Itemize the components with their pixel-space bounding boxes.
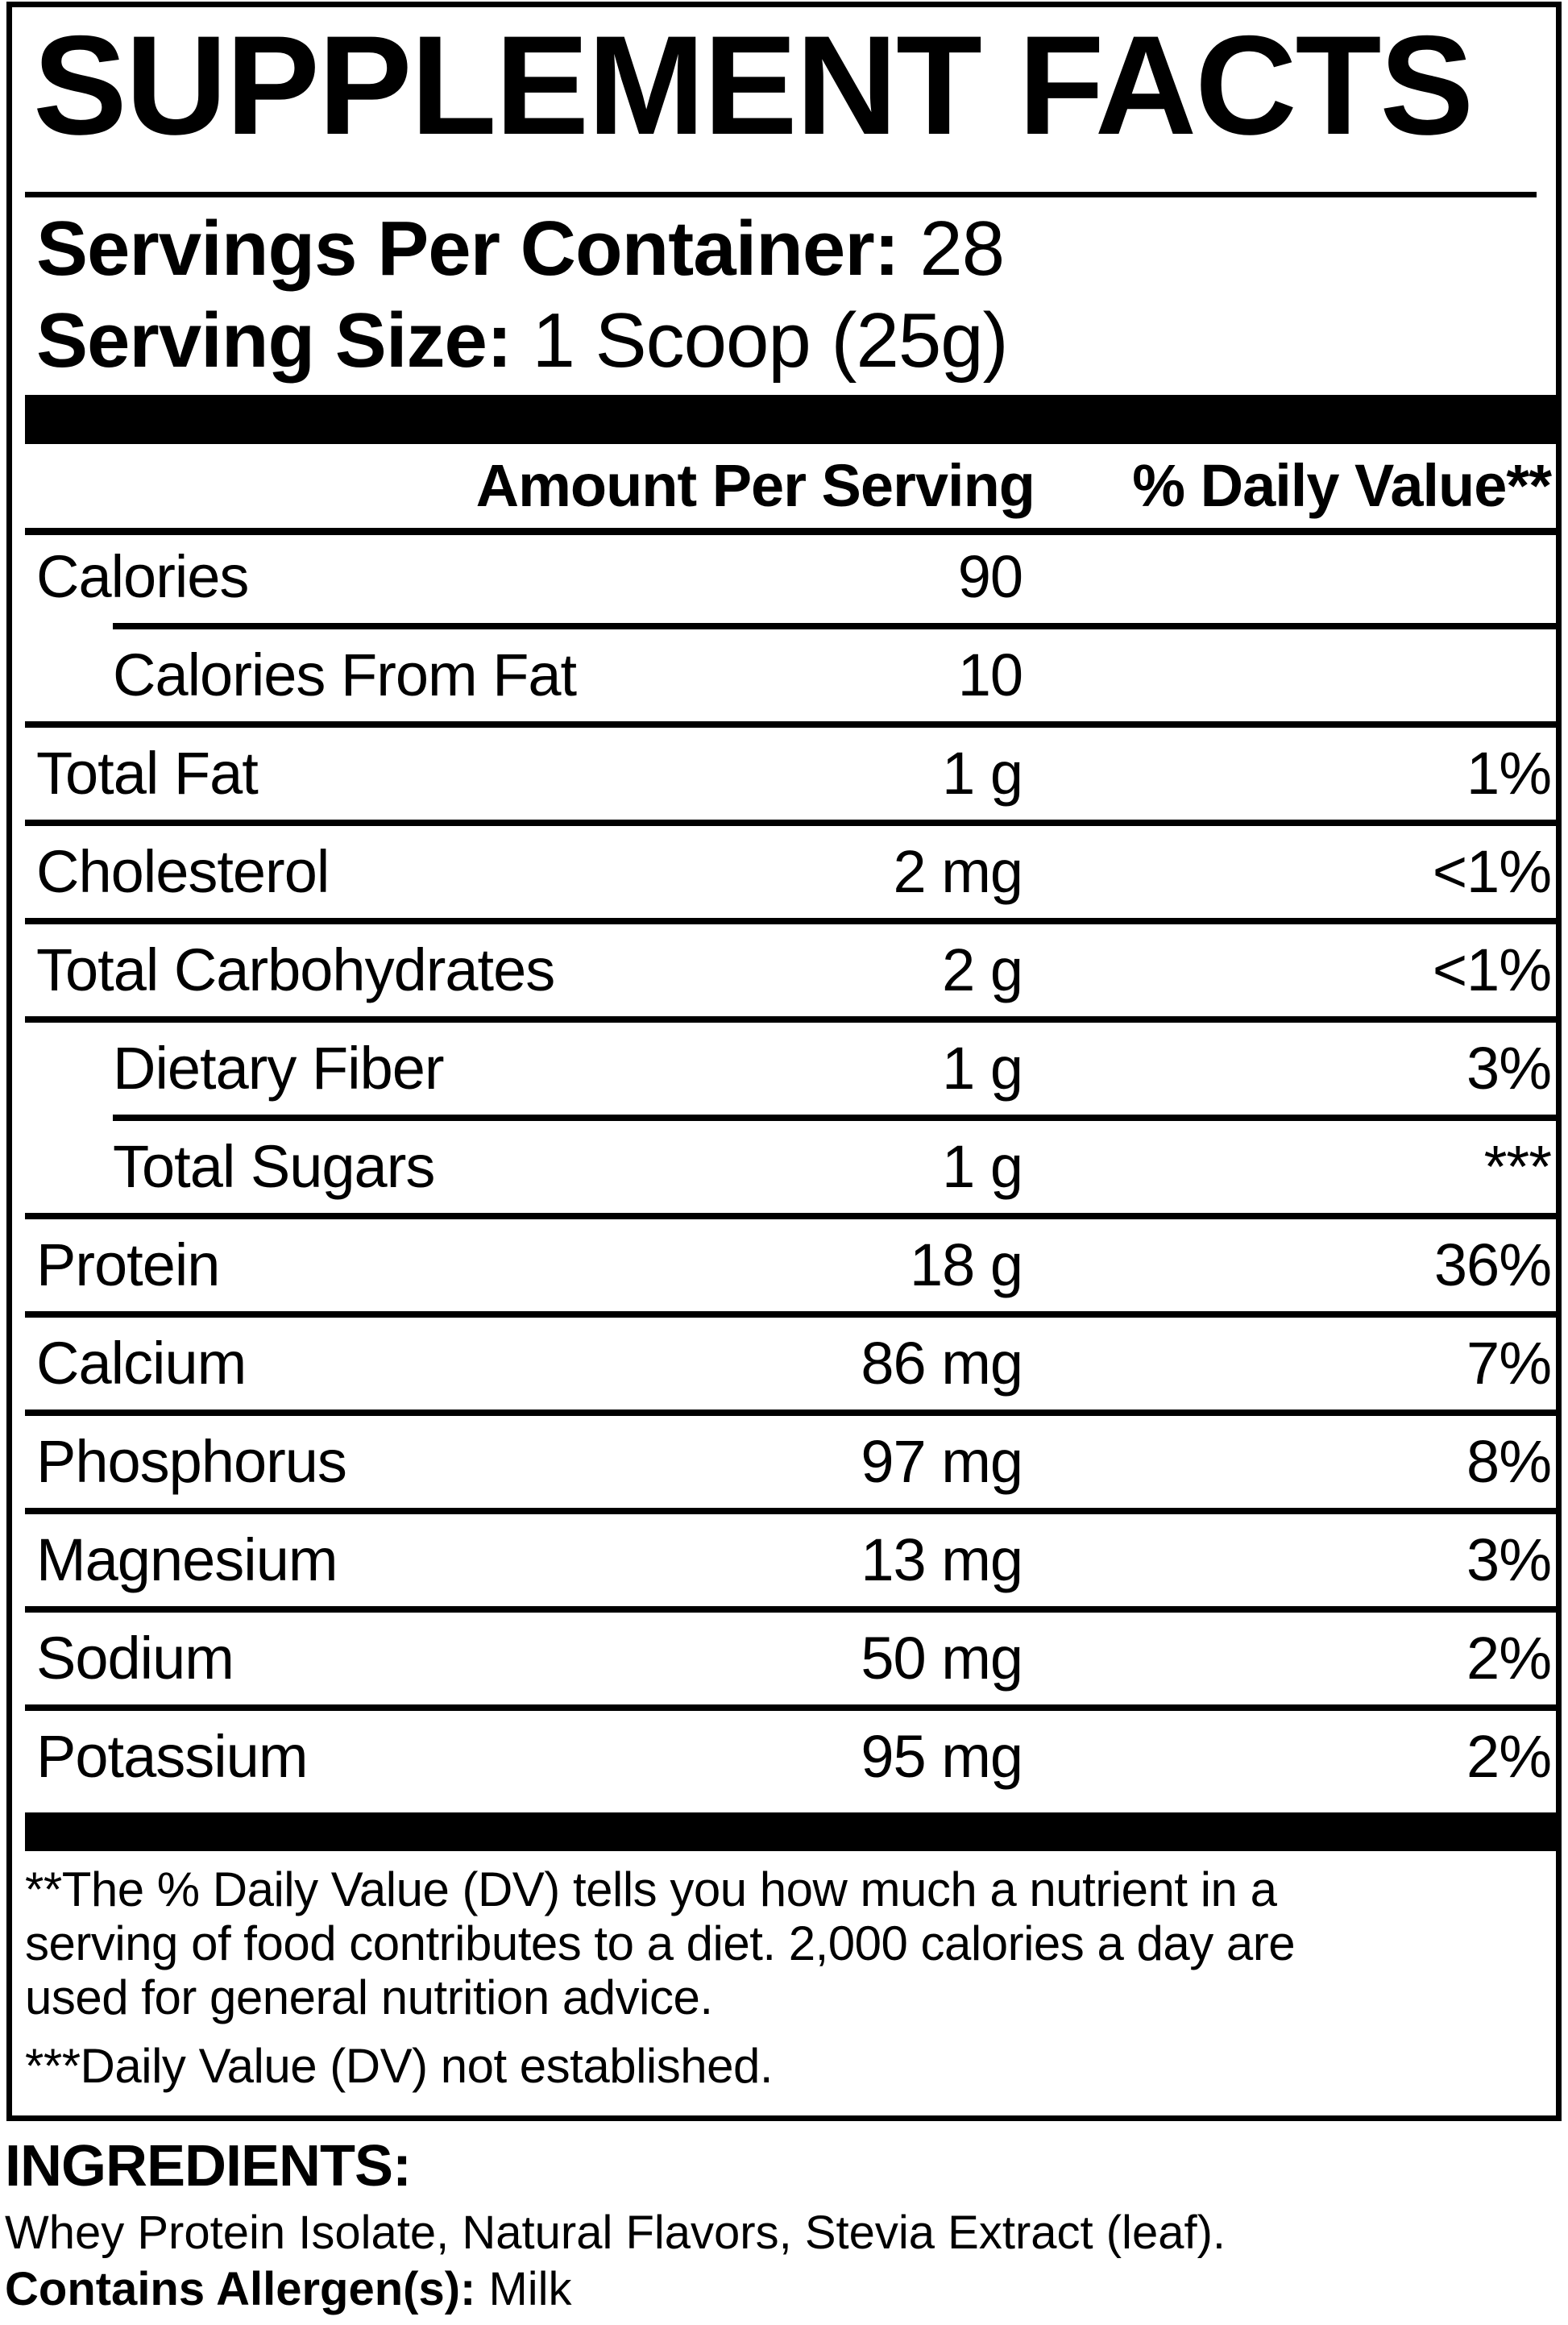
- row-separator: [113, 1115, 1556, 1121]
- footnotes: **The % Daily Value (DV) tells you how m…: [25, 1862, 1548, 2093]
- nutrient-name: Potassium: [36, 1723, 308, 1790]
- row-separator: [25, 1213, 1556, 1219]
- nutrient-name: Total Carbohydrates: [36, 936, 555, 1003]
- row-separator: [25, 1606, 1556, 1613]
- nutrient-row: Cholesterol 2 mg <1%: [12, 823, 1556, 921]
- nutrient-row: Sodium 50 mg 2%: [12, 1609, 1556, 1708]
- nutrient-amount: 95 mg: [861, 1723, 1023, 1790]
- nutrient-amount: 2 g: [942, 936, 1023, 1003]
- row-separator: [25, 820, 1556, 826]
- row-separator: [25, 918, 1556, 924]
- nutrient-row: Dietary Fiber 1 g 3%: [12, 1019, 1556, 1118]
- nutrient-dv: <1%: [1432, 838, 1552, 905]
- nutrient-dv: 36%: [1433, 1231, 1552, 1298]
- row-separator: [25, 1508, 1556, 1514]
- nutrient-amount: 97 mg: [861, 1428, 1023, 1495]
- nutrient-name: Protein: [36, 1231, 220, 1298]
- title-divider: [25, 192, 1537, 197]
- nutrient-dv: 3%: [1466, 1526, 1552, 1593]
- nutrient-name: Sodium: [36, 1625, 234, 1692]
- nutrient-row: Phosphorus 97 mg 8%: [12, 1413, 1556, 1511]
- allergen-value: Milk: [488, 2263, 572, 2315]
- row-separator: [25, 1016, 1556, 1023]
- nutrient-row: Magnesium 13 mg 3%: [12, 1511, 1556, 1609]
- nutrient-dv: 3%: [1466, 1035, 1552, 1102]
- ingredients-list: Whey Protein Isolate, Natural Flavors, S…: [5, 2207, 1226, 2259]
- facts-panel: SUPPLEMENT FACTS Servings Per Container:…: [6, 2, 1562, 2121]
- daily-value-footnote: **The % Daily Value (DV) tells you how m…: [25, 1862, 1296, 2024]
- nutrient-name: Cholesterol: [36, 838, 330, 905]
- servings-value: 28: [919, 206, 1005, 292]
- nutrient-name: Total Sugars: [113, 1133, 435, 1200]
- separator-bar-bottom: [25, 1812, 1556, 1851]
- allergen-line: Contains Allergen(s): Milk: [5, 2266, 572, 2313]
- row-separator: [25, 1410, 1556, 1416]
- serving-size-value: 1 Scoop (25g): [532, 297, 1009, 384]
- serving-size-label: Serving Size:: [36, 297, 512, 384]
- row-separator: [25, 1311, 1556, 1318]
- ingredients-title: INGREDIENTS:: [5, 2134, 412, 2198]
- nutrient-amount: 50 mg: [861, 1625, 1023, 1692]
- nutrient-dv: 7%: [1466, 1330, 1552, 1397]
- nutrient-name: Dietary Fiber: [113, 1035, 445, 1102]
- nutrient-amount: 10: [957, 641, 1023, 708]
- nutrient-dv: <1%: [1432, 936, 1552, 1003]
- nutrient-amount: 13 mg: [861, 1526, 1023, 1593]
- nutrient-amount: 18 g: [909, 1231, 1023, 1298]
- nutrient-name: Magnesium: [36, 1526, 338, 1593]
- nutrient-row: Total Carbohydrates 2 g <1%: [12, 921, 1556, 1019]
- nutrient-amount: 2 mg: [893, 838, 1023, 905]
- nutrient-row: Calories 90: [12, 528, 1556, 626]
- daily-value-header: % Daily Value**: [1132, 452, 1552, 519]
- nutrient-dv: 8%: [1466, 1428, 1552, 1495]
- row-separator: [25, 721, 1556, 728]
- serving-size-line: Serving Size: 1 Scoop (25g): [36, 302, 1009, 380]
- nutrient-amount: 1 g: [942, 740, 1023, 807]
- nutrient-amount: 1 g: [942, 1035, 1023, 1102]
- nutrient-name: Phosphorus: [36, 1428, 347, 1495]
- nutrient-dv: 1%: [1466, 740, 1552, 807]
- column-header-row: Amount Per Serving % Daily Value**: [12, 449, 1556, 523]
- row-separator: [113, 623, 1556, 629]
- servings-label: Servings Per Container:: [36, 206, 900, 292]
- panel-title: SUPPLEMENT FACTS: [33, 7, 1474, 164]
- nutrient-dv: 2%: [1466, 1723, 1552, 1790]
- allergen-label: Contains Allergen(s):: [5, 2263, 476, 2315]
- nutrient-name: Calories From Fat: [113, 641, 577, 708]
- nutrient-name: Total Fat: [36, 740, 259, 807]
- nutrient-amount: 1 g: [942, 1133, 1023, 1200]
- amount-per-serving-header: Amount Per Serving: [475, 452, 1035, 519]
- nutrient-row: Potassium 95 mg 2%: [12, 1708, 1556, 1806]
- nutrient-row: Calcium 86 mg 7%: [12, 1314, 1556, 1413]
- not-established-footnote: ***Daily Value (DV) not established.: [25, 2039, 774, 2093]
- nutrient-row: Protein 18 g 36%: [12, 1216, 1556, 1314]
- nutrient-row: Total Sugars 1 g ***: [12, 1118, 1556, 1216]
- servings-per-container-line: Servings Per Container: 28: [36, 210, 1005, 288]
- nutrient-amount: 86 mg: [861, 1330, 1023, 1397]
- nutrient-name: Calories: [36, 543, 249, 610]
- row-separator: [25, 1704, 1556, 1711]
- header-divider: [25, 528, 1556, 535]
- nutrient-dv: 2%: [1466, 1625, 1552, 1692]
- nutrient-amount: 90: [957, 543, 1023, 610]
- nutrient-name: Calcium: [36, 1330, 247, 1397]
- nutrient-dv: ***: [1483, 1133, 1552, 1200]
- nutrient-row: Calories From Fat 10: [12, 626, 1556, 724]
- nutrient-row: Total Fat 1 g 1%: [12, 724, 1556, 823]
- separator-bar-top: [25, 395, 1556, 444]
